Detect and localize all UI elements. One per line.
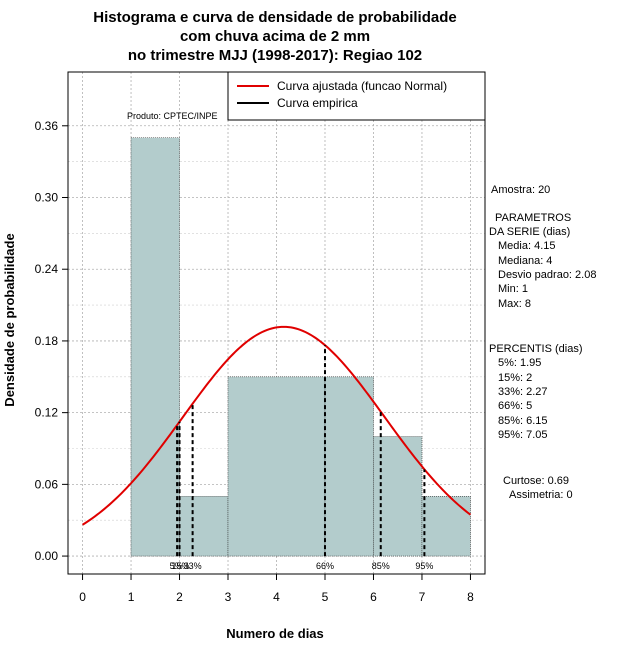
y-axis-label: Densidade de probabilidade xyxy=(2,233,17,406)
stat-amostra: Amostra: 20 xyxy=(491,184,550,196)
x-tick-label-0: 0 xyxy=(79,590,86,604)
stat-min: Min: 1 xyxy=(498,283,528,295)
y-tick-label-0: 0.00 xyxy=(35,549,59,563)
stat-p95: 95%: 7.05 xyxy=(498,429,548,441)
y-tick-label-3: 0.18 xyxy=(35,334,59,348)
histogram-bar-1 xyxy=(179,496,229,557)
normal-curve xyxy=(82,325,472,526)
legend-box xyxy=(227,71,486,121)
chart-title-line-1: Histograma e curva de densidade de proba… xyxy=(93,9,456,26)
x-tick-label-3: 3 xyxy=(225,590,232,604)
percentile-label-3: 66% xyxy=(316,561,334,571)
y-axis: 0.00 0.06 0.12 0.18 0.24 0.30 0.36 xyxy=(35,119,68,563)
x-tick-label-8: 8 xyxy=(467,590,474,604)
source-note: Produto: CPTEC/INPE xyxy=(127,111,218,121)
param-header-1: PARAMETROS xyxy=(495,212,571,224)
param-header-2: DA SERIE (dias) xyxy=(489,226,570,238)
histogram-bar-5 xyxy=(421,496,471,557)
percentile-markers: 5%15%33% 66% 85% 95% xyxy=(170,345,433,571)
stat-p33: 33%: 2.27 xyxy=(498,386,548,398)
stat-mediana: Mediana: 4 xyxy=(498,255,552,267)
legend-label-empirical: Curva empirica xyxy=(277,96,358,110)
stat-max: Max: 8 xyxy=(498,298,531,310)
stat-p15: 15%: 2 xyxy=(498,372,532,384)
histogram-bar-3 xyxy=(324,376,374,557)
histogram-bar-2 xyxy=(227,376,326,557)
percentile-label-4: 85% xyxy=(372,561,390,571)
x-axis: 0 1 2 3 4 5 6 7 8 xyxy=(79,573,474,604)
stat-media: Media: 4.15 xyxy=(498,240,555,252)
x-tick-label-5: 5 xyxy=(322,590,329,604)
y-tick-label-4: 0.24 xyxy=(35,262,59,276)
percentile-label-0: 5% xyxy=(170,561,183,571)
legend: Curva ajustada (funcao Normal) Curva emp… xyxy=(227,71,486,121)
chart-title-line-3: no trimestre MJJ (1998-2017): Regiao 102 xyxy=(128,47,422,64)
percentile-label-1: 15% xyxy=(171,561,189,571)
stat-desvio: Desvio padrao: 2.08 xyxy=(498,269,596,281)
percentile-label-5: 95% xyxy=(415,561,433,571)
y-tick-label-1: 0.06 xyxy=(35,477,59,491)
y-tick-label-6: 0.36 xyxy=(35,119,59,133)
x-tick-label-2: 2 xyxy=(176,590,183,604)
stats-panel: Amostra: 20 PARAMETROS DA SERIE (dias) M… xyxy=(489,184,596,501)
histogram-bars xyxy=(130,137,471,557)
x-axis-label: Numero de dias xyxy=(226,626,324,641)
stat-assimetria: Assimetria: 0 xyxy=(509,489,573,501)
stat-p85: 85%: 6.15 xyxy=(498,415,548,427)
stat-p66: 66%: 5 xyxy=(498,400,532,412)
y-tick-label-5: 0.30 xyxy=(35,191,59,205)
percentile-label-2: 33% xyxy=(184,561,202,571)
x-tick-label-6: 6 xyxy=(370,590,377,604)
x-tick-label-7: 7 xyxy=(419,590,426,604)
legend-label-fitted: Curva ajustada (funcao Normal) xyxy=(277,79,447,93)
stat-curtose: Curtose: 0.69 xyxy=(503,475,569,487)
x-tick-label-4: 4 xyxy=(273,590,280,604)
histogram-bar-0 xyxy=(130,137,180,557)
normal-curve-line xyxy=(82,325,472,526)
stat-p5: 5%: 1.95 xyxy=(498,357,541,369)
y-tick-label-2: 0.12 xyxy=(35,406,59,420)
x-tick-label-1: 1 xyxy=(128,590,135,604)
chart-title-line-2: com chuva acima de 2 mm xyxy=(180,28,370,45)
percentis-header: PERCENTIS (dias) xyxy=(489,343,583,355)
